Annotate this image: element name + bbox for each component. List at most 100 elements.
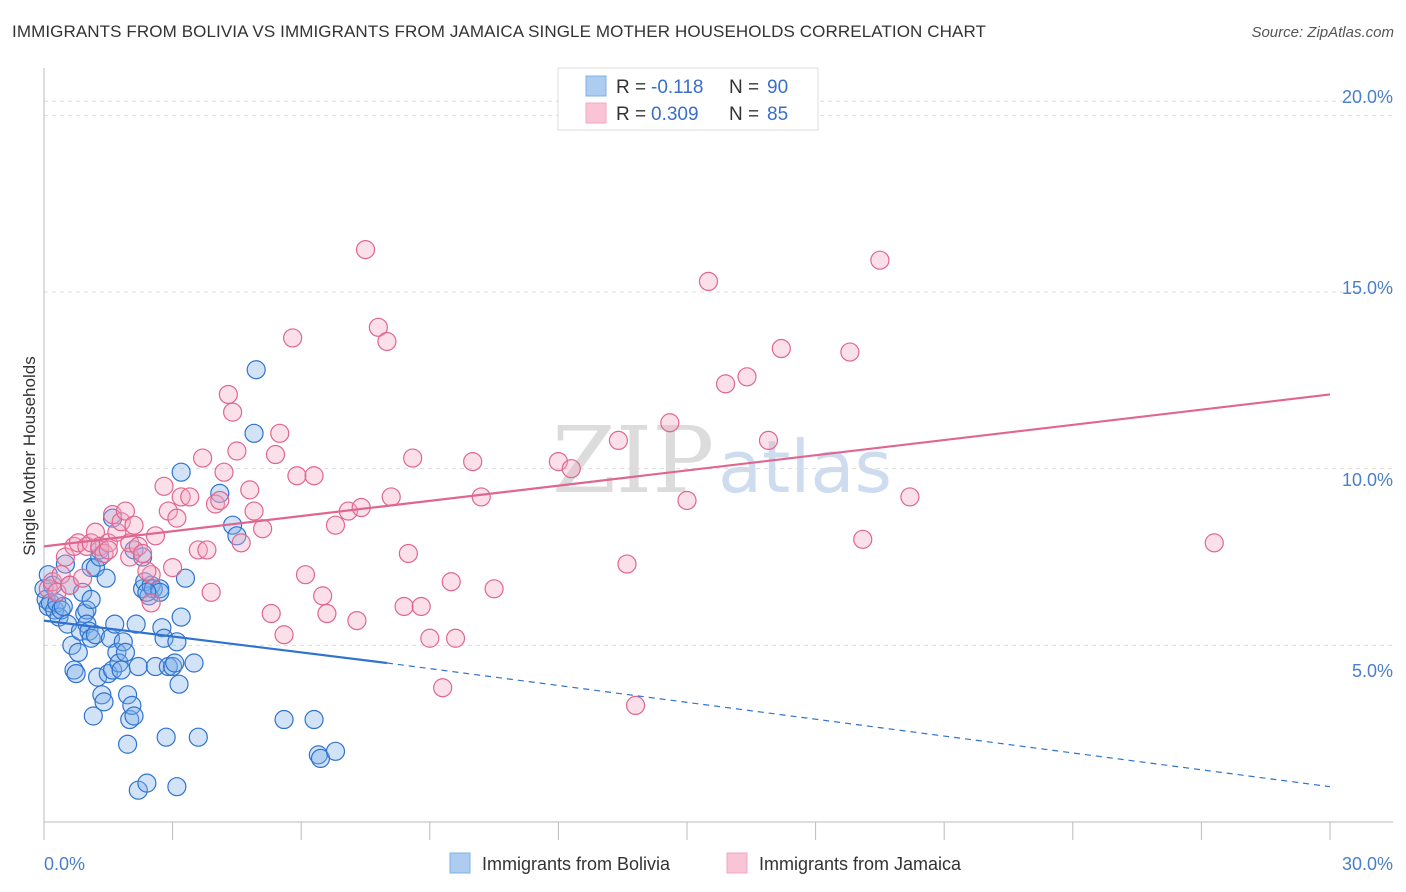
jamaica-point (698, 271, 719, 291)
jamaica-point (398, 543, 418, 564)
watermark-atlas: atlas (718, 425, 892, 509)
jamaica-point (377, 331, 397, 352)
jamaica-point (463, 452, 483, 472)
jamaica-point (900, 487, 920, 507)
jamaica-point (141, 593, 161, 613)
bolivia-point (68, 642, 88, 663)
jamaica-point (420, 628, 440, 648)
x-tick-label-min: 0.0% (44, 854, 85, 874)
bolivia-point (55, 554, 76, 574)
jamaica-point (227, 441, 247, 461)
trendlines (43, 393, 1331, 788)
jamaica-point (660, 413, 680, 433)
bolivia-point (165, 653, 185, 673)
bolivia-point (171, 462, 191, 482)
legend-r-label-jamaica: R = (616, 104, 646, 125)
bolivia-point (128, 656, 148, 677)
jamaica-point (325, 515, 346, 535)
bolivia-point (85, 625, 106, 645)
jamaica-point (758, 430, 779, 450)
bolivia-point (92, 685, 112, 705)
bolivia-point (109, 653, 129, 673)
jamaica-point (313, 586, 333, 606)
jamaica-point (132, 543, 153, 564)
jamaica-point (445, 628, 466, 648)
jamaica-point (608, 430, 629, 450)
jamaica-point (381, 487, 401, 507)
gridlines (44, 100, 1393, 646)
jamaica-point (214, 462, 234, 482)
jamaica-point (180, 487, 200, 507)
jamaica-point (347, 610, 367, 631)
y-tick-label-5: 5.0% (1352, 661, 1393, 681)
jamaica-point (403, 448, 423, 468)
legend-n-label-jamaica: N = (729, 104, 759, 125)
jamaica-point (677, 490, 697, 511)
jamaica-point (411, 596, 431, 617)
jamaica-point (115, 501, 136, 521)
bolivia-point (111, 660, 131, 680)
jamaica-point (368, 317, 388, 337)
jamaica-point (394, 596, 414, 617)
jamaica-point (223, 402, 243, 422)
jamaica-trendline (43, 393, 1331, 548)
axes (43, 68, 1393, 840)
jamaica-point (737, 367, 757, 387)
bolivia-point (81, 589, 101, 610)
bolivia-point (124, 706, 144, 726)
bolivia-point (115, 642, 136, 663)
top-legend: R = -0.118 N = 90 R = 0.309 N = 85 (557, 67, 819, 131)
bolivia-point (137, 773, 157, 793)
watermark-zip: ZIP (552, 407, 714, 514)
bolivia-point (163, 656, 183, 677)
bolivia-point (66, 663, 86, 684)
legend-r-label-bolivia: R = (616, 77, 646, 98)
bottom-legend-swatch-bolivia (449, 852, 471, 874)
bolivia-point (325, 741, 346, 761)
jamaica-point (167, 508, 187, 528)
bottom-legend-label-bolivia: Immigrants from Bolivia (482, 854, 671, 874)
jamaica-point (561, 459, 581, 479)
jamaica-point (201, 582, 221, 602)
bolivia-point (94, 692, 114, 712)
jamaica-point (145, 526, 166, 546)
bottom-legend: Immigrants from Bolivia Immigrants from … (449, 852, 962, 874)
bolivia-point (171, 607, 191, 627)
bolivia-point (83, 706, 103, 726)
source-label: Source: ZipAtlas.com (1251, 24, 1394, 41)
legend-n-value-bolivia: 90 (767, 77, 788, 98)
jamaica-point (98, 540, 118, 560)
bolivia-point (210, 483, 230, 503)
jamaica-point (197, 540, 217, 560)
bolivia-point (274, 709, 294, 730)
bolivia-point (167, 777, 187, 797)
legend-n-value-jamaica: 85 (767, 104, 788, 125)
legend-swatch-bolivia (585, 75, 607, 97)
jamaica-point (295, 565, 316, 585)
jamaica-point (265, 444, 286, 465)
bolivia-point (184, 653, 204, 673)
bottom-legend-label-jamaica: Immigrants from Jamaica (759, 854, 962, 874)
bolivia-trendline-extension (386, 662, 1331, 788)
jamaica-point (72, 568, 93, 588)
jamaica-point (154, 476, 174, 496)
bolivia-point (175, 568, 196, 588)
jamaica-point (484, 579, 504, 599)
bolivia-point (126, 614, 146, 634)
jamaica-point (261, 603, 281, 624)
jamaica-point (218, 384, 238, 405)
y-axis-label: Single Mother Households (20, 356, 39, 555)
legend-r-value-bolivia: -0.118 (651, 77, 703, 98)
jamaica-point (715, 374, 736, 394)
jamaica-point (317, 603, 337, 624)
bolivia-trendline (43, 619, 388, 665)
jamaica-point (433, 678, 453, 698)
bolivia-point (51, 600, 71, 620)
jamaica-point (163, 557, 183, 578)
jamaica-point (471, 487, 491, 507)
jamaica-point (274, 625, 294, 645)
legend-n-label-bolivia: N = (729, 77, 759, 98)
jamaica-point (193, 448, 213, 468)
jamaica-point (870, 250, 890, 270)
